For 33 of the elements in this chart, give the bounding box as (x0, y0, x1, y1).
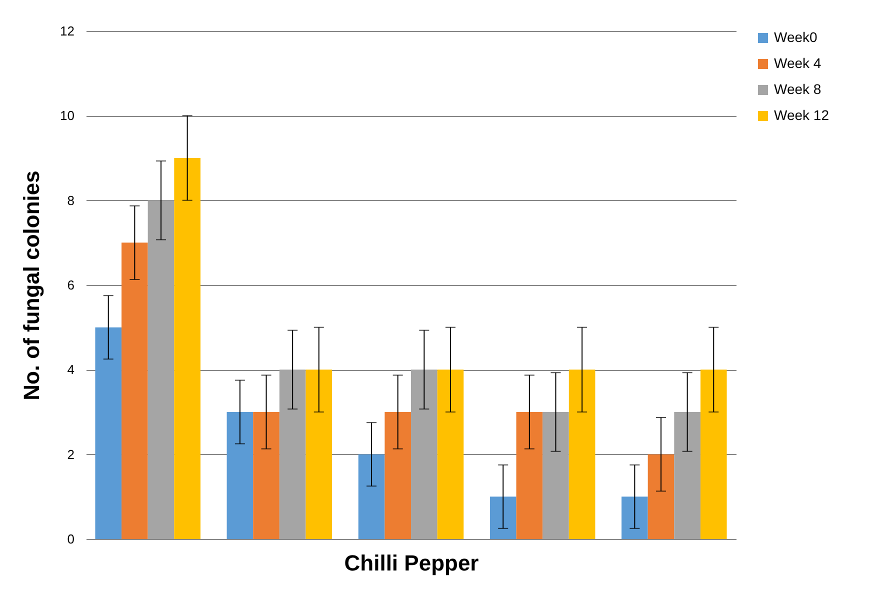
y-tick-label: 12 (60, 24, 74, 38)
y-tick-label: 4 (67, 362, 74, 378)
bar (542, 412, 569, 539)
bar (358, 454, 385, 539)
bar (648, 454, 674, 539)
legend-label: Week 12 (774, 107, 830, 123)
bar (437, 370, 464, 539)
y-tick-label: 10 (60, 108, 74, 124)
bar (174, 158, 200, 539)
bar (490, 496, 516, 539)
bar (384, 412, 411, 539)
legend-label: Week0 (774, 29, 818, 45)
bar (148, 200, 174, 539)
bar (306, 370, 332, 539)
bar (253, 412, 280, 539)
legend-label: Week 4 (774, 55, 822, 71)
bar (516, 412, 543, 539)
bar (622, 496, 648, 539)
y-axis-title: No. of fungal colonies (19, 170, 44, 400)
bar (95, 327, 122, 539)
bar (700, 370, 727, 539)
bar (226, 412, 254, 539)
bar (568, 370, 596, 539)
bar (279, 370, 306, 539)
bar (411, 370, 438, 539)
y-tick-label: 6 (67, 278, 74, 292)
x-axis-title: Chilli Pepper (344, 550, 480, 576)
y-tick-label: 0 (67, 532, 74, 546)
bar (674, 412, 700, 539)
bar (122, 242, 148, 539)
y-tick-label: 2 (67, 446, 74, 462)
legend-label: Week 8 (774, 81, 822, 97)
y-tick-label: 8 (67, 192, 74, 208)
